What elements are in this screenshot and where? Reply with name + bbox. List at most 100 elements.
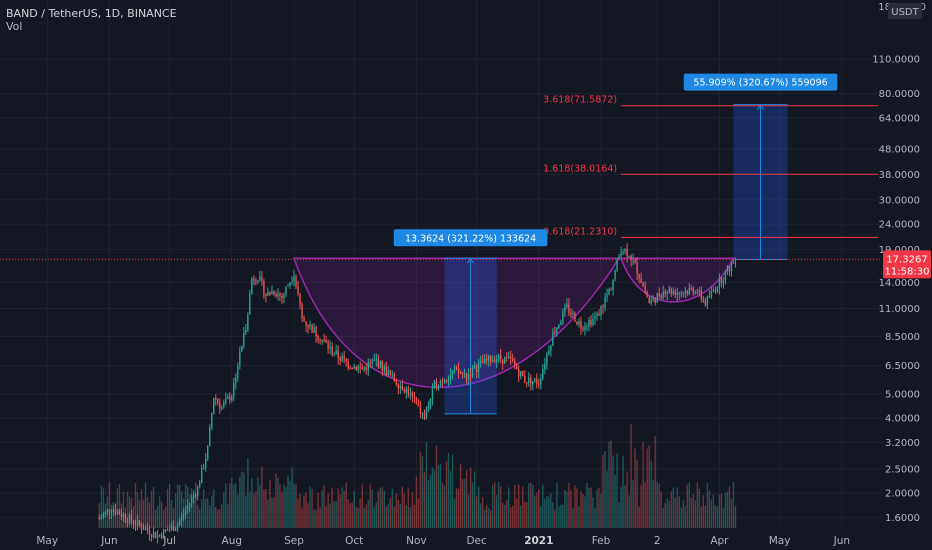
candle-body: [299, 293, 301, 305]
measure-callout-1-bg[interactable]: [393, 229, 548, 247]
volume-bar: [393, 506, 396, 528]
candle-body: [734, 262, 737, 265]
candle-body: [178, 520, 181, 525]
currency-badge[interactable]: [888, 3, 922, 19]
volume-bar: [453, 498, 456, 528]
volume-bar: [610, 440, 612, 528]
volume-bar: [491, 485, 494, 528]
volume-bar: [343, 490, 345, 528]
volume-bar: [138, 499, 141, 528]
volume-bar: [223, 492, 225, 528]
volume-bar: [650, 460, 652, 528]
volume-bar: [339, 494, 341, 528]
volume-bar: [618, 502, 620, 528]
volume-bar: [365, 504, 367, 528]
current-price-value: 17.3267: [886, 254, 927, 265]
price-range-measures[interactable]: [444, 103, 788, 415]
candle-body: [114, 509, 117, 514]
candle-body: [130, 515, 133, 522]
candle-body: [512, 358, 514, 362]
measure-callouts[interactable]: 13.3624 (321.22%) 133624 55.909% (320.67%…: [393, 73, 838, 247]
current-price-tag[interactable]: [883, 250, 931, 279]
volume-bar: [718, 494, 721, 528]
price-tick-label: 14.0000: [879, 278, 920, 289]
fib-extension-levels[interactable]: 3.618(71.5872) 1.618(38.0164) 0.618(21.231…: [543, 95, 878, 238]
volume-bar: [588, 487, 590, 528]
candle-body: [124, 514, 127, 521]
volume-bar: [263, 489, 265, 528]
candle-body: [116, 511, 119, 514]
volume-bar: [479, 503, 482, 528]
candle-body: [351, 368, 353, 370]
volume-bar: [389, 497, 392, 528]
candle-body: [347, 361, 349, 368]
candle-body: [724, 270, 727, 281]
candle-body: [706, 296, 709, 306]
price-tick-label: 64.0000: [879, 113, 920, 124]
volume-bar: [624, 484, 626, 528]
volume-bar: [598, 487, 600, 528]
volume-bar: [485, 504, 488, 528]
volume-bar: [275, 473, 277, 528]
candle-body: [190, 497, 193, 504]
candle-body: [570, 312, 572, 315]
candle-body: [610, 289, 612, 291]
volume-bar: [538, 489, 540, 528]
volume-bar: [445, 460, 448, 528]
candle-body: [174, 528, 177, 531]
volume-bar: [329, 503, 331, 528]
volume-bar: [325, 506, 327, 528]
candle-body: [267, 291, 269, 296]
volume-bar: [696, 482, 699, 528]
volume-bar: [128, 496, 131, 528]
candle-body: [233, 382, 235, 397]
cup-shape[interactable]: [292, 257, 621, 389]
candle-body: [138, 520, 141, 525]
candle-body: [194, 495, 197, 497]
volume-bar: [732, 482, 735, 528]
candle-body: [126, 520, 129, 523]
volume-indicator-label[interactable]: Vol: [6, 20, 23, 33]
volume-bar: [628, 495, 630, 528]
candle-body: [134, 524, 137, 526]
measure-callout-2-bg[interactable]: [683, 73, 838, 91]
candle-body: [592, 318, 594, 325]
price-axis[interactable]: 180.0000USDT110.000080.000064.000048.000…: [872, 2, 931, 524]
candle-body: [433, 381, 436, 388]
volume-bar: [162, 509, 165, 528]
candle-body: [413, 396, 416, 398]
symbol-title[interactable]: BAND / TetherUS, 1D, BINANCE: [6, 7, 177, 20]
volume-bar: [459, 463, 462, 528]
candle-body: [387, 370, 390, 376]
candle-body: [602, 305, 604, 308]
candle-body: [301, 304, 303, 318]
volume-bar: [457, 488, 460, 528]
candle-body: [534, 378, 536, 382]
candle-body: [281, 295, 283, 299]
cup-and-handle-pattern[interactable]: [292, 257, 735, 389]
volume-bar: [381, 487, 384, 528]
candle-body: [550, 345, 552, 352]
candle-body: [640, 278, 642, 284]
volume-bar: [692, 493, 695, 528]
candle-body: [297, 286, 299, 294]
candle-body: [110, 511, 113, 513]
candle-body: [672, 291, 674, 294]
volume-bar: [662, 508, 664, 528]
candle-body: [467, 374, 470, 380]
volume-bar: [309, 486, 311, 528]
volume-bar: [158, 496, 161, 528]
volume-bar: [554, 509, 556, 528]
volume-bar: [686, 484, 689, 528]
candle-body: [419, 404, 422, 414]
volume-bar: [100, 485, 103, 528]
volume-bar: [473, 471, 476, 528]
candle-body: [654, 297, 656, 303]
candle-body: [423, 412, 426, 419]
candle-body: [319, 339, 321, 342]
candle-body: [417, 402, 420, 405]
candle-body: [385, 366, 388, 376]
time-axis[interactable]: May Jun Jul Aug Sep Oct Nov Dec 2021 Feb 2 Apr May Ju…: [36, 535, 850, 547]
